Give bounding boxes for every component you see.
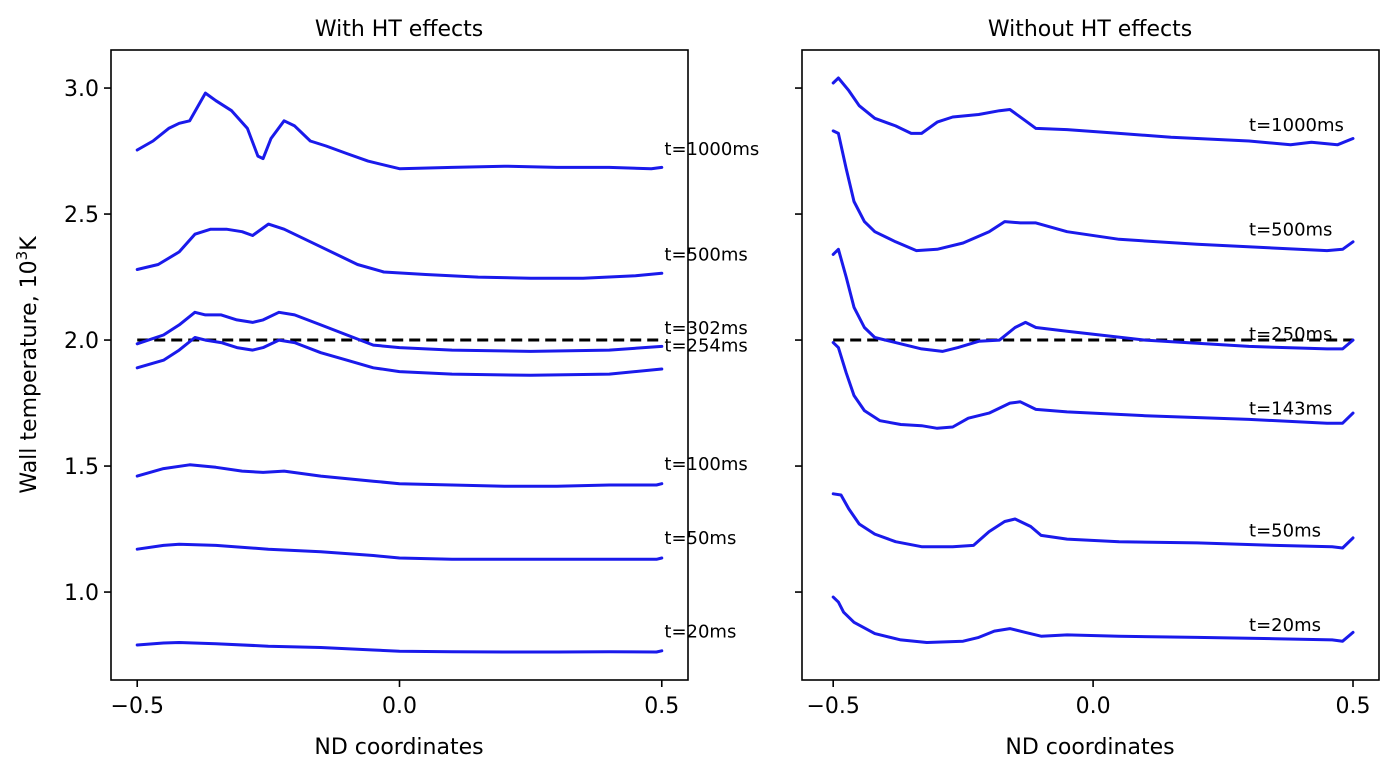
curve-label: t=20ms — [1249, 615, 1321, 636]
series-line-t-20ms — [831, 595, 1355, 644]
curve-label: t=1000ms — [664, 139, 759, 160]
y-tick-label: 1.0 — [64, 581, 99, 606]
panel-title: Without HT effects — [988, 17, 1192, 42]
x-axis-label: ND coordinates — [1005, 735, 1174, 760]
series-line-t-50ms — [831, 492, 1355, 550]
curve-label: t=250ms — [1249, 324, 1332, 345]
series-line-t-1000ms — [135, 91, 664, 171]
x-axis: −0.5 0.0 0.5 — [806, 680, 1371, 719]
series-line-t-250ms — [831, 247, 1355, 353]
x-tick-label: 0.5 — [644, 694, 679, 719]
y-axis-label-superscript: 3 — [13, 251, 31, 261]
y-axis — [795, 87, 802, 593]
x-tick-label: −0.5 — [111, 694, 164, 719]
curve-label: t=500ms — [1249, 219, 1332, 240]
y-tick-label: 2.0 — [64, 329, 99, 354]
series-line-t-50ms — [135, 542, 664, 561]
curve-label: t=100ms — [664, 454, 747, 475]
x-tick-label: 0.0 — [1076, 694, 1111, 719]
curve-label: t=254ms — [664, 335, 747, 356]
panel-title: With HT effects — [315, 17, 483, 42]
y-axis-label-unit: K — [17, 236, 42, 251]
curve-label: t=20ms — [664, 621, 736, 642]
series-line-t-143ms — [831, 341, 1355, 430]
y-tick-label: 3.0 — [64, 77, 99, 102]
y-tick-label: 2.5 — [64, 203, 99, 228]
axes-frame — [801, 49, 1380, 681]
series-line-t-500ms — [135, 222, 664, 280]
curve-label: t=143ms — [1249, 398, 1332, 419]
plot-area: t=1000ms t=500ms t=250ms t=143ms t=50ms t=20m… — [831, 76, 1355, 644]
y-tick-label: 1.5 — [64, 455, 99, 480]
y-axis: 1.0 1.5 2.0 2.5 3.0 — [64, 77, 111, 606]
series-line-t-100ms — [135, 463, 664, 488]
curve-label: t=50ms — [664, 528, 736, 549]
x-tick-label: 0.0 — [382, 694, 417, 719]
curve-label: t=302ms — [664, 318, 747, 339]
x-axis: −0.5 0.0 0.5 — [111, 680, 679, 719]
axes-frame — [110, 49, 689, 681]
series-line-t-500ms — [831, 129, 1355, 253]
series-line-t-302ms — [135, 310, 664, 353]
x-axis-label: ND coordinates — [314, 735, 483, 760]
series-line-t-20ms — [135, 641, 664, 654]
panel-with-ht-effects: With HT effects t=1000mst=500mst=302mst=… — [13, 17, 759, 760]
x-tick-label: 0.5 — [1336, 694, 1371, 719]
y-axis-label: Wall temperature, 103K — [13, 236, 42, 494]
series-line-t-254ms — [135, 336, 664, 377]
panel-without-ht-effects: Without HT effects t=1000ms t=500ms t=250m… — [795, 17, 1380, 760]
curve-label: t=1000ms — [1249, 115, 1344, 136]
x-tick-label: −0.5 — [806, 694, 859, 719]
series-line-t-1000ms — [831, 76, 1355, 147]
y-axis-label-base: Wall temperature, 10 — [17, 260, 42, 493]
curve-label: t=50ms — [1249, 521, 1321, 542]
curve-label: t=500ms — [664, 245, 747, 266]
